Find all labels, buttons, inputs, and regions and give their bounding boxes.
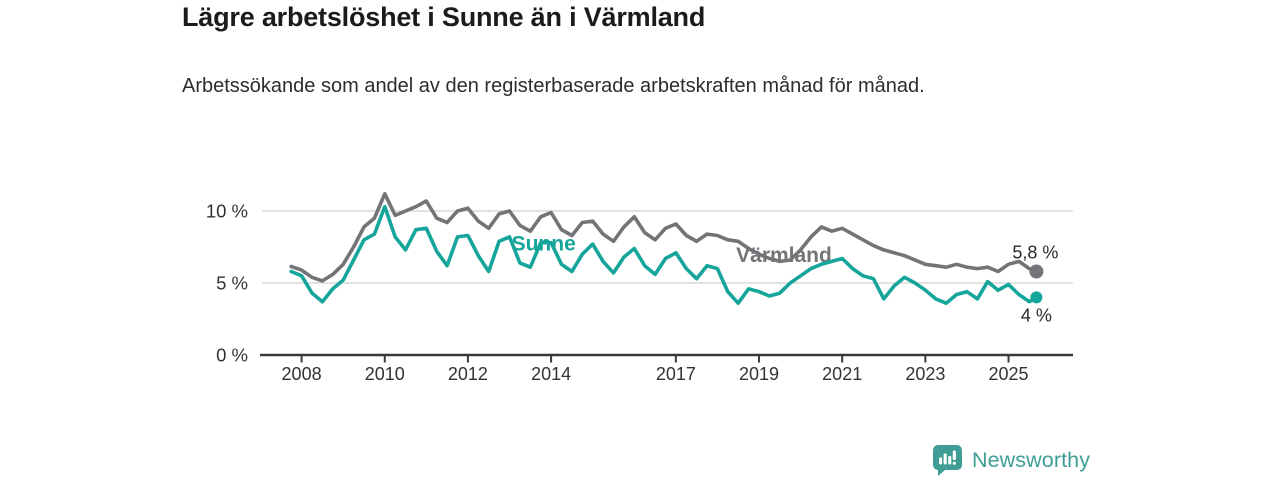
y-tick-label-5: 5 %	[216, 273, 248, 294]
x-tick-label-2014: 2014	[531, 364, 571, 384]
brand-name: Newsworthy	[972, 447, 1091, 472]
chart-subtitle: Arbetssökande som andel av den registerb…	[182, 75, 925, 97]
series-label-varmland: Värmland	[736, 244, 832, 267]
series-line-sunne	[289, 204, 1039, 305]
y-tick-label-10: 10 %	[206, 201, 248, 222]
newsworthy-logo-icon	[933, 444, 962, 476]
series-label-sunne: Sunne	[512, 233, 576, 256]
end-dot-sunne	[1030, 291, 1043, 304]
end-value-label-varmland: 5,8 %	[1012, 242, 1058, 262]
x-tick-label-2010: 2010	[365, 364, 405, 384]
line-chart: 2008 2010 2012 2014 2017 2019 2021 2023 2025 0 % 5…	[180, 170, 1090, 402]
x-tick-label-2021: 2021	[822, 364, 862, 384]
x-tick-label-2023: 2023	[905, 364, 945, 384]
x-tick-label-2017: 2017	[656, 364, 696, 384]
x-tick-label-2008: 2008	[282, 364, 322, 384]
x-tick-label-2012: 2012	[448, 364, 488, 384]
series-line-varmland	[289, 192, 1039, 283]
x-tick-label-2019: 2019	[739, 364, 779, 384]
chart-svg: 2008 2010 2012 2014 2017 2019 2021 2023 2025 0 % 5…	[206, 192, 1073, 384]
brand-footer: Newsworthy	[932, 443, 1090, 477]
y-tick-label-0: 0 %	[216, 345, 248, 366]
x-tick-label-2025: 2025	[989, 364, 1029, 384]
chart-title: Lägre arbetslöshet i Sunne än i Värmland	[182, 2, 706, 32]
end-dot-varmland	[1029, 264, 1044, 279]
end-value-label-sunne: 4 %	[1021, 305, 1052, 325]
